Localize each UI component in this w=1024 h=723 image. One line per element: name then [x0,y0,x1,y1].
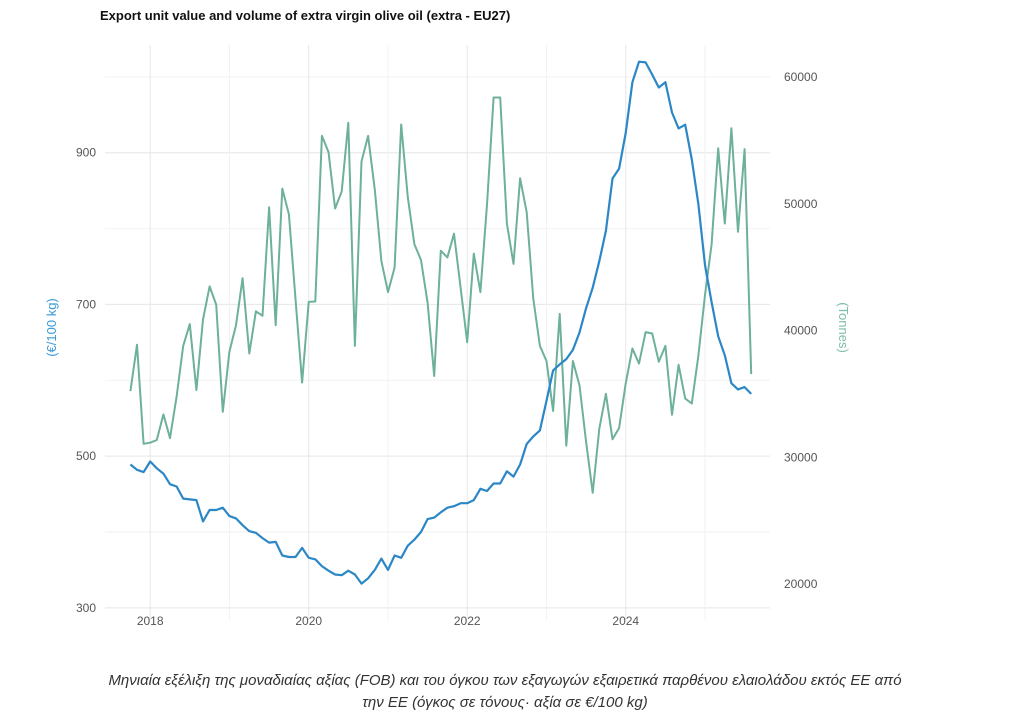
caption-line-2: την ΕΕ (όγκος σε τόνους· αξία σε €/100 k… [362,694,648,711]
figure-caption: Μηνιαία εξέλιξη της μοναδιαίας αξίας (FO… [0,670,1010,714]
y-left-tick-label: 500 [76,449,96,463]
series-line-volume [129,96,753,494]
x-tick-label: 2024 [612,614,639,628]
caption-line-1: Μηνιαία εξέλιξη της μοναδιαίας αξίας (FO… [108,672,902,689]
x-tick-label: 2018 [137,614,164,628]
y-right-tick-label: 30000 [784,450,818,464]
y-right-tick-label: 60000 [784,70,818,84]
x-tick-label: 2020 [295,614,322,628]
y-right-tick-label: 20000 [784,577,818,591]
chart-title: Export unit value and volume of extra vi… [100,8,511,23]
series-line-unit-value [129,60,752,585]
y-left-tick-label: 900 [76,146,96,160]
y-axis-left-title: (€/100 kg) [43,298,59,357]
chart-plot: 2018 2020 2022 2024 300 500 700 900 20000 30000 40… [76,45,818,628]
y-right-tick-label: 50000 [784,197,818,211]
x-tick-label: 2022 [454,614,481,628]
y-axis-right-title: (Tonnes) [835,302,851,353]
y-left-tick-label: 700 [76,297,96,311]
y-right-tick-label: 40000 [784,324,818,338]
y-left-tick-label: 300 [76,601,96,615]
